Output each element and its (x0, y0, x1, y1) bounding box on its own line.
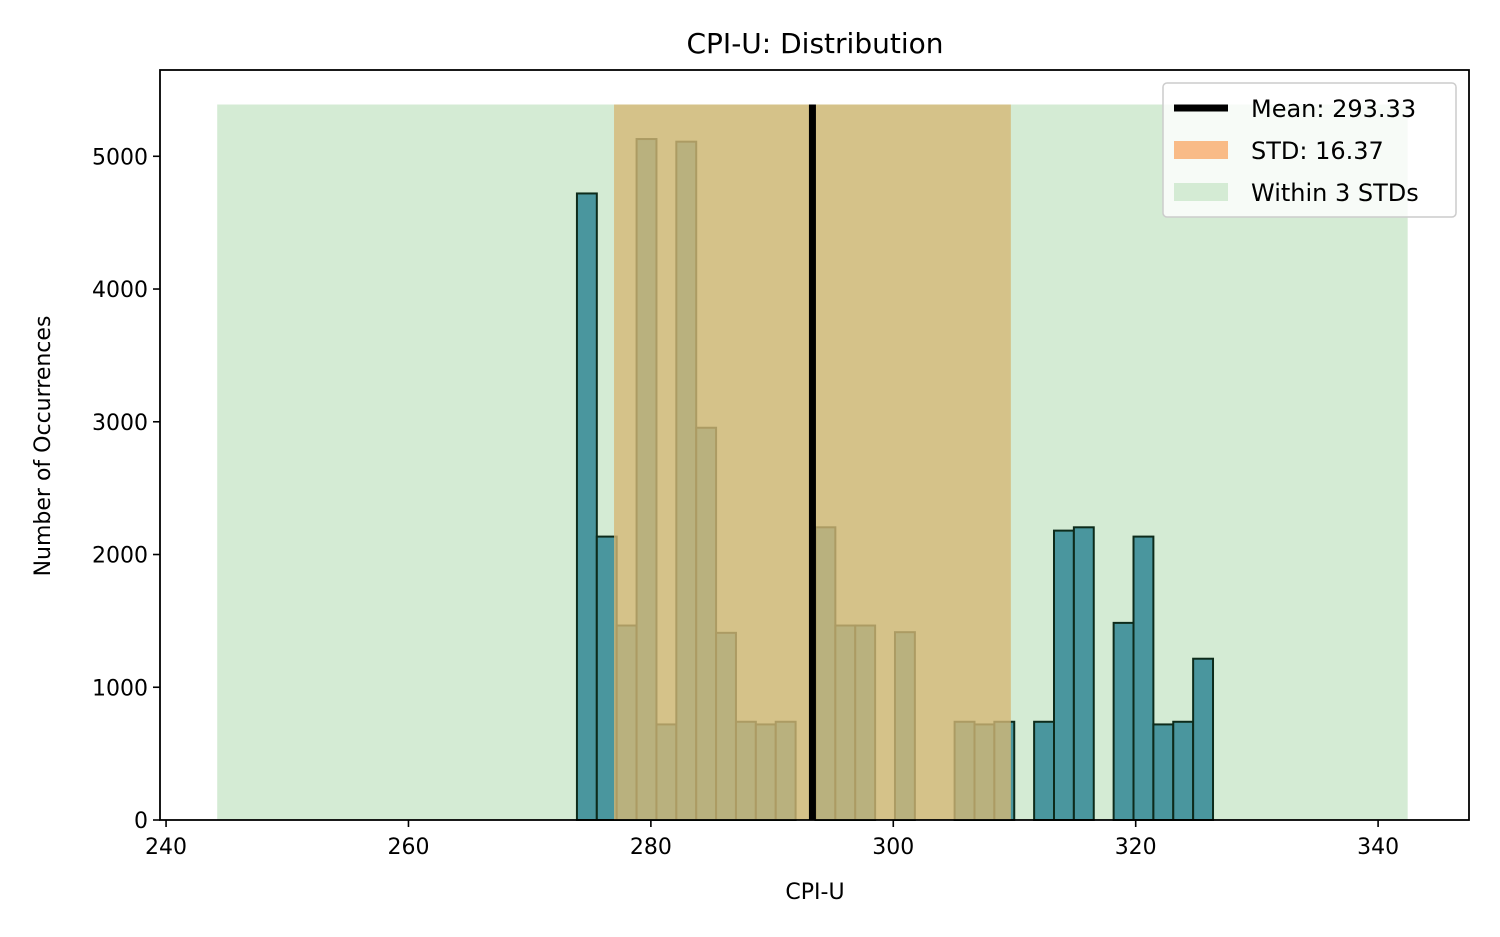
legend-box (1162, 82, 1457, 218)
y-tick-label: 4000 (92, 278, 148, 303)
histogram-bar (1072, 526, 1095, 822)
histogram-bar (1192, 657, 1215, 821)
plot-area (217, 104, 1408, 822)
legend: Mean: 293.33 STD: 16.37 Within 3 STDs (1162, 82, 1457, 218)
legend-three-std-swatch (1174, 183, 1228, 201)
histogram-bar (1172, 720, 1195, 821)
y-tick-label: 2000 (92, 544, 148, 569)
plot-frame (159, 69, 1470, 821)
y-tick-label: 1000 (92, 676, 148, 701)
x-axis-label: CPI-U (785, 880, 844, 905)
y-tick-label: 5000 (92, 145, 148, 170)
y-tick-label: 3000 (92, 411, 148, 436)
y-tick-label: 0 (134, 809, 148, 834)
x-tick-label: 320 (1115, 835, 1157, 860)
histogram-bar (1052, 529, 1075, 821)
histogram-bar (595, 535, 618, 821)
legend-label: STD: 16.37 (1251, 137, 1384, 165)
histogram-bar (1033, 720, 1055, 821)
axes: 240 260 280 300 320 340 0 1000 2000 3000 4000 5000 (92, 69, 1470, 860)
histogram-bar (1132, 535, 1155, 821)
histogram-bar (1112, 621, 1135, 821)
chart-title: CPI-U: Distribution (687, 27, 944, 60)
histogram-bar (575, 192, 598, 821)
y-axis-label: Number of Occurrences (31, 316, 56, 577)
legend-std-swatch (1174, 141, 1228, 159)
x-tick-label: 300 (872, 835, 914, 860)
x-tick-label: 280 (630, 835, 672, 860)
x-tick-label: 340 (1357, 835, 1399, 860)
x-tick-label: 240 (145, 835, 187, 860)
histogram-bar (1152, 723, 1175, 822)
legend-label: Within 3 STDs (1251, 179, 1419, 207)
x-tick-label: 260 (387, 835, 429, 860)
legend-label: Mean: 293.33 (1251, 95, 1416, 123)
